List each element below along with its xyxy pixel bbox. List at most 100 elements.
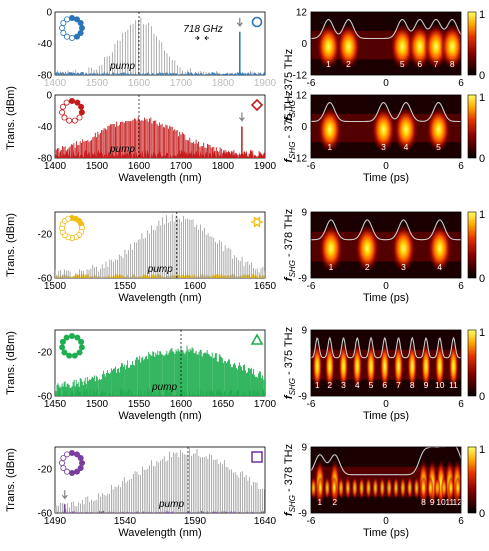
map3-ylabel: fSHG - 378 THz [283,209,297,281]
map4-xtick-0: 0 [383,399,389,410]
map3-pulse-number-3: 3 [401,262,406,272]
map4-map-area [311,336,461,391]
spec1-spacing-annotation: 718 GHz [183,24,222,35]
map1-pulse-number-1: 1 [326,59,331,69]
spec1-xtick-1900: 1900 [254,78,277,89]
map1-pulse-spot [336,23,361,70]
map5-background-pulse [311,476,317,500]
map2-ytick-12: 12 [296,91,308,102]
map4-xtick-6: 6 [458,399,464,410]
map5-background-pulse [399,476,407,500]
spec1-xtick-1700: 1700 [170,78,193,89]
map2-colorbar-min: 0 [479,153,485,165]
map5-background-pulse [440,476,448,500]
map5-pulse-number-11: 11 [445,497,454,507]
spec3-ytick--20: -20 [38,230,53,241]
map5-pulse-number-2: 2 [332,497,337,507]
spec1-ytick--80: -80 [38,71,53,82]
spec2-xlabel: Wavelength (nm) [118,172,201,184]
map4-pulse-number-2: 2 [327,380,332,390]
map4-pulse-number-7: 7 [396,380,401,390]
map2-pulse-number-5: 5 [436,142,441,152]
map2-ylabel: fSHG - 375 THz [283,90,297,162]
spec1-plot-area [55,17,265,75]
map1-colorbar-min: 0 [479,70,485,82]
map5-background-pulse [358,476,365,500]
map5-background-pulse [420,476,427,500]
spec1-comb-lines [55,17,264,75]
map2-pulse-spot [317,106,342,153]
map5-pulse-number-10: 10 [436,497,446,507]
map4-xtick--6: -6 [307,399,316,410]
spec4-ylabel: Trans. (dBm) [5,331,17,395]
map3-pulse-number-2: 2 [365,262,370,272]
map4-pulse-spot [434,342,445,391]
spec4-soliton-ring-icon [59,332,85,359]
spec2-xtick-1900: 1900 [254,161,277,172]
spec5-plot-area [55,448,265,513]
spec5-xtick-1590: 1590 [184,516,207,527]
map2-colorbar-max: 1 [479,92,485,104]
map2-map-area [311,102,461,153]
svg-text:Trans. (dBm): Trans. (dBm) [5,331,17,395]
map3-pulse-spot [319,224,343,273]
spec1-ytick-0: 0 [46,8,52,19]
spec4-plot-area [55,345,265,396]
spec1-frame [54,11,266,76]
map5-colorbar-min: 0 [479,508,485,520]
map5-xtick--6: -6 [307,516,316,527]
map3-pulse-spot [427,224,452,273]
map1-frame [310,11,462,76]
spec2-plot-area [55,116,265,158]
map5-background-pulse [365,476,372,500]
spec2-xtick-1700: 1700 [170,161,193,172]
svg-text:Trans. (dBm): Trans. (dBm) [5,213,17,277]
map2-pulse-number-1: 1 [327,142,332,152]
map3-panel: 1 2 3 4 9 -9-6 0 6 Time (ps) fSHG - 378 THz 1 0 [283,208,485,305]
map3-map-area [311,219,461,273]
map5-background-pulse [406,476,413,500]
map5-background-pulse [324,476,331,500]
spec1-marker-circle-icon [251,16,263,28]
map1-ytick-0: 0 [301,39,307,50]
map3-xlabel: Time (ps) [363,292,409,304]
spec3-soliton-ring-icon [59,214,86,241]
map4-pulse-number-6: 6 [382,380,387,390]
map4-pulse-spot [312,342,323,391]
map5-pulse-number-12: 12 [453,497,463,507]
map4-pulse-spot [448,342,459,391]
map5-pulse-number-9: 9 [430,497,435,507]
map4-pulse-spot [421,342,431,391]
map5-background-pulse [337,476,345,500]
svg-text:Trans. (dBm): Trans. (dBm) [5,448,17,512]
map2-xtick-0: 0 [383,161,389,172]
map4-pulse-spot [338,342,349,391]
map4-pulse-number-11: 11 [449,380,458,390]
map5-background-pulse [413,476,420,500]
spec4-ytick--20: -20 [38,348,53,359]
map2-pulse-number-3: 3 [381,142,386,152]
map5-xlabel: Time (ps) [363,527,409,539]
map5-ytick-9: 9 [301,443,307,454]
map2-colorbar [467,94,477,159]
spec3-pump-label: pump [147,264,173,275]
map5-xtick-0: 0 [383,516,389,527]
spec4-xtick-1700: 1700 [254,399,277,410]
spec5-arrow-marker [61,490,68,500]
map2-pulse-spot [371,106,396,153]
map5-colorbar [467,446,477,514]
map4-ylabel: fSHG - 375 THz [283,327,297,399]
map5-colorbar-max: 1 [479,444,485,456]
map1-pulse-number-2: 2 [346,59,351,69]
map2-panel: 1 3 4 5 12 0 -12-6 0 6 Time (ps) fSHG - 375 THz 1 0 [283,90,485,184]
map5-background-pulse [379,476,386,500]
map4-pulse-spot [352,342,363,391]
map5-background-pulse [392,476,400,500]
map3-colorbar-min: 0 [479,273,485,285]
